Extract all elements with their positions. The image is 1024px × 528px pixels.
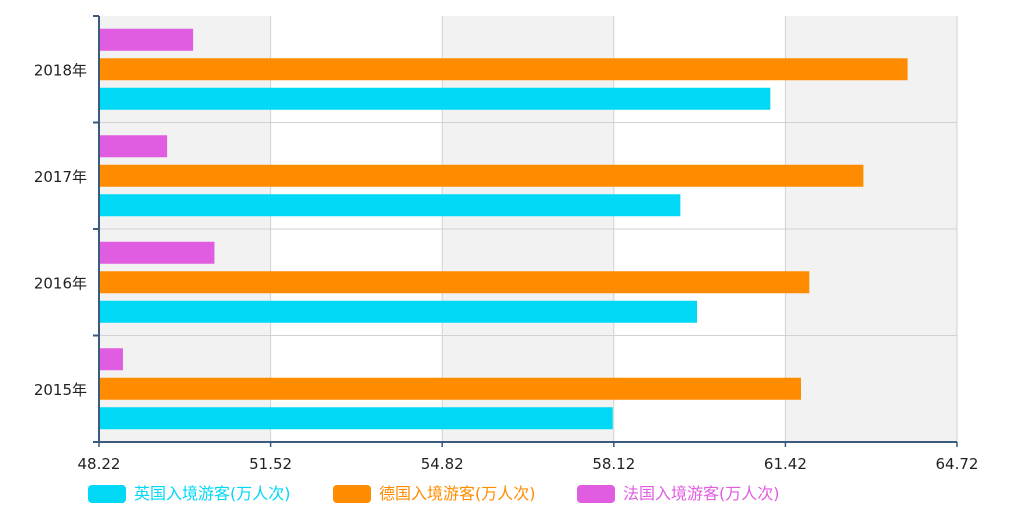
bar	[100, 241, 215, 264]
x-tick-label: 48.22	[78, 455, 121, 473]
bar	[100, 271, 810, 294]
x-tick-label: 61.42	[764, 455, 807, 473]
legend-item[interactable]: 德国入境游客(万人次)	[333, 484, 536, 503]
legend: 英国入境游客(万人次) 德国入境游客(万人次) 法国入境游客(万人次)	[88, 484, 780, 503]
bars	[100, 28, 908, 430]
bar	[100, 58, 908, 81]
bar	[100, 194, 681, 217]
y-tick-label: 2018年	[34, 61, 87, 79]
legend-label: 英国入境游客(万人次)	[134, 484, 291, 503]
axes	[93, 15, 958, 447]
y-tick-label: 2015年	[34, 381, 87, 399]
y-tick-label: 2016年	[34, 274, 87, 292]
x-axis-tick-labels: 48.22 51.52 54.82 58.12 61.42 64.72	[78, 455, 979, 473]
legend-swatch	[577, 485, 615, 503]
x-tick-label: 64.72	[936, 455, 979, 473]
y-axis-tick-labels: 2015年 2016年 2017年 2018年	[34, 61, 87, 399]
bar	[100, 300, 697, 323]
bar	[100, 407, 613, 430]
x-tick-label: 58.12	[592, 455, 635, 473]
legend-swatch	[88, 485, 126, 503]
y-tick-label: 2017年	[34, 168, 87, 186]
legend-label: 法国入境游客(万人次)	[623, 484, 780, 503]
legend-label: 德国入境游客(万人次)	[379, 484, 536, 503]
legend-swatch	[333, 485, 371, 503]
bar	[100, 135, 168, 158]
legend-item[interactable]: 英国入境游客(万人次)	[88, 484, 291, 503]
bar	[100, 87, 771, 110]
bar	[100, 28, 194, 51]
bar	[100, 348, 123, 371]
x-tick-label: 54.82	[421, 455, 464, 473]
bar	[100, 377, 801, 400]
bar	[100, 164, 864, 187]
legend-item[interactable]: 法国入境游客(万人次)	[577, 484, 780, 503]
x-tick-label: 51.52	[249, 455, 292, 473]
gridlines	[98, 16, 958, 442]
